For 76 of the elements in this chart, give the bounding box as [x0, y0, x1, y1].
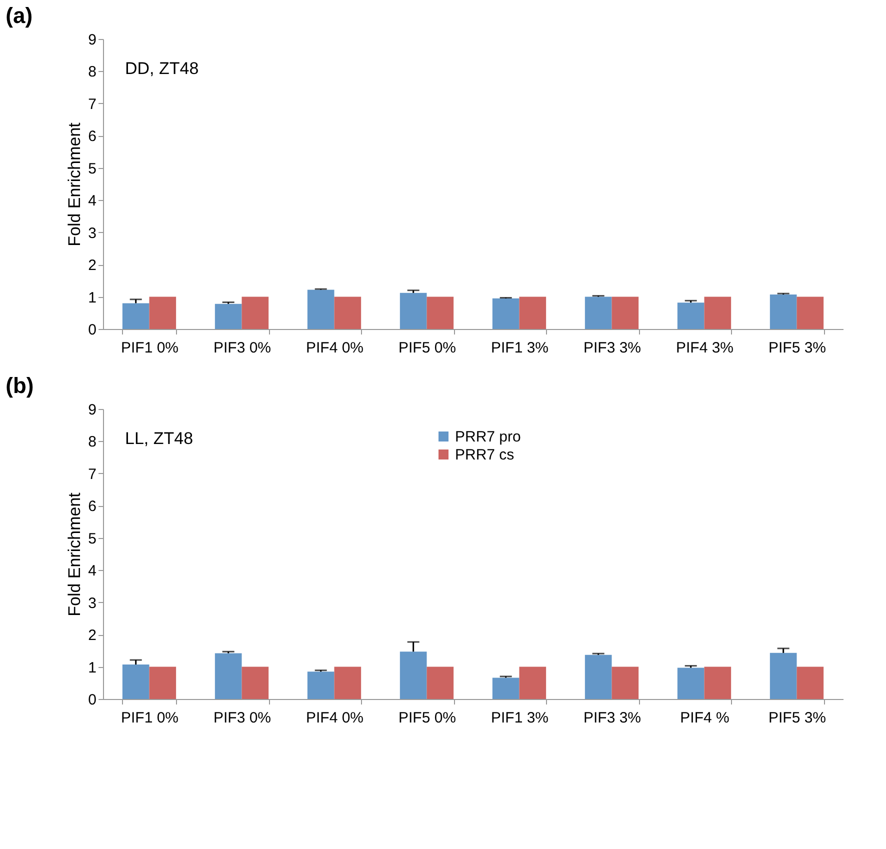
bar [796, 666, 824, 699]
bar [214, 653, 242, 699]
y-tick-label: 1 [88, 289, 96, 306]
bar [214, 304, 242, 329]
bar [307, 672, 334, 699]
bar [307, 290, 334, 329]
y-tick-label: 0 [88, 322, 96, 338]
y-tick-label: 2 [88, 627, 96, 644]
bar [242, 296, 269, 329]
annotation: LL, ZT48 [125, 429, 194, 448]
x-tick-label: PIF3 3% [583, 340, 642, 356]
bar [400, 292, 427, 329]
bar [400, 652, 427, 699]
y-tick-label: 9 [88, 402, 96, 418]
bar [122, 303, 150, 329]
bar [704, 666, 732, 699]
bar [426, 296, 454, 329]
y-tick-label: 6 [88, 498, 96, 516]
y-tick-label: 7 [88, 96, 96, 113]
x-tick-label: PIF4 0% [306, 340, 364, 356]
bar [492, 298, 520, 329]
y-axis-title: Fold Enrichment [65, 122, 84, 246]
bar [704, 296, 732, 329]
bar [519, 666, 546, 699]
x-tick-label: PIF5 0% [398, 340, 456, 356]
x-tick-label: PIF1 0% [120, 710, 179, 726]
bar [770, 294, 797, 329]
x-tick-label: PIF4 % [680, 710, 730, 726]
bar [612, 296, 639, 329]
bar [584, 654, 612, 699]
bar [677, 302, 704, 329]
x-tick-label: PIF3 0% [213, 710, 272, 726]
bar [492, 678, 520, 699]
legend-label: PRR7 pro [455, 428, 521, 446]
x-tick-label: PIF3 3% [583, 710, 642, 726]
x-tick-label: PIF4 0% [306, 710, 364, 726]
y-tick-label: 1 [88, 659, 96, 676]
y-tick-label: 0 [88, 692, 96, 708]
bar [149, 666, 176, 699]
x-tick-label: PIF1 3% [490, 710, 549, 726]
y-tick-label: 7 [88, 466, 96, 483]
y-tick-label: 2 [88, 257, 96, 274]
y-tick-label: 3 [88, 224, 96, 242]
bar [426, 666, 454, 699]
bar [519, 296, 546, 329]
y-tick-label: 3 [88, 594, 96, 612]
y-tick-label: 4 [88, 562, 96, 580]
x-tick-label: PIF1 3% [490, 340, 549, 356]
bar [796, 296, 824, 329]
chart-title: (a) [6, 3, 33, 28]
x-tick-label: PIF5 0% [398, 710, 456, 726]
x-tick-label: PIF1 0% [120, 340, 179, 356]
x-tick-label: PIF4 3% [676, 340, 734, 356]
x-tick-label: PIF3 0% [213, 340, 272, 356]
y-tick-label: 9 [88, 32, 96, 48]
x-tick-label: PIF5 3% [768, 340, 826, 356]
bar [677, 668, 704, 699]
legend-label: PRR7 cs [455, 446, 514, 464]
bar [770, 652, 797, 699]
y-tick-label: 8 [88, 434, 96, 451]
bar [584, 296, 612, 329]
annotation: DD, ZT48 [125, 59, 199, 78]
y-tick-label: 5 [88, 530, 96, 548]
y-tick-label: 8 [88, 64, 96, 81]
bar [122, 664, 150, 699]
y-tick-label: 4 [88, 192, 96, 210]
bar [334, 666, 362, 699]
bar [149, 296, 176, 329]
y-tick-label: 6 [88, 128, 96, 146]
bar [334, 296, 362, 329]
chart-title: (b) [6, 373, 34, 398]
bar [242, 666, 269, 699]
x-tick-label: PIF5 3% [768, 710, 826, 726]
y-axis-title: Fold Enrichment [65, 492, 84, 616]
y-tick-label: 5 [88, 160, 96, 178]
bar [612, 666, 639, 699]
